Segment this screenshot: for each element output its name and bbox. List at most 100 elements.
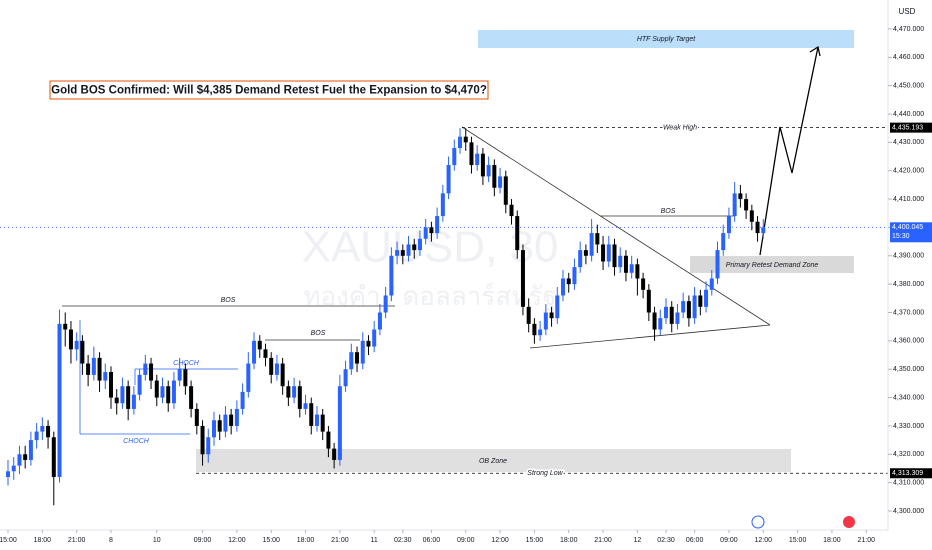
- x-tick-label: 21:00: [68, 537, 86, 544]
- x-tick-label: 8: [109, 537, 113, 544]
- candle-body: [652, 312, 657, 330]
- candle-body: [194, 408, 199, 426]
- x-tick-label: 02:30: [657, 537, 675, 544]
- candle-body: [606, 244, 611, 262]
- candle-body: [498, 176, 503, 188]
- candle-body: [761, 227, 766, 234]
- candle-body: [240, 391, 245, 409]
- candle-body: [309, 403, 314, 426]
- ob-zone: [196, 449, 791, 472]
- candle-body: [206, 437, 211, 455]
- drawing-line: [529, 324, 771, 349]
- candle-body: [583, 250, 588, 256]
- candle-body: [715, 250, 720, 279]
- candle-body: [63, 323, 68, 330]
- candle-body: [435, 216, 440, 234]
- candle-body: [28, 440, 33, 460]
- candle-body: [480, 153, 485, 177]
- candle-body: [332, 448, 337, 460]
- x-tick-label: 12: [633, 537, 641, 544]
- candle-body: [160, 386, 165, 398]
- x-tick-label: 15:00: [526, 537, 544, 544]
- price-tag-sub: 15:30: [892, 233, 910, 240]
- candle-body: [692, 295, 697, 319]
- candle-body: [166, 386, 171, 404]
- title-box: [49, 80, 489, 100]
- candle-body: [292, 386, 297, 398]
- candle-body: [589, 233, 594, 256]
- y-tick-label: 4,350.000: [893, 366, 924, 373]
- candle-body: [183, 369, 188, 387]
- candle-body: [51, 437, 56, 477]
- candle-body: [103, 372, 108, 381]
- x-tick-label: 09:00: [457, 537, 475, 544]
- candle-body: [543, 312, 548, 330]
- candle-body: [738, 193, 743, 200]
- candle-body: [503, 176, 508, 205]
- projection-arrow: [809, 45, 821, 57]
- watermark: XAUUSD, 30 ทองคำ / ดอลลาร์สหรัฐ: [302, 223, 559, 312]
- candle-body: [646, 289, 651, 313]
- x-tick-label: 02:30: [394, 537, 412, 544]
- annotation: CHOCH: [123, 438, 150, 445]
- candle-body: [229, 414, 234, 426]
- x-tick-label: 21:00: [594, 537, 612, 544]
- candle-body: [286, 386, 291, 398]
- candle-body: [171, 380, 176, 404]
- candle-body: [337, 386, 342, 460]
- candle-body: [618, 255, 623, 268]
- annotation: CHOCH: [173, 360, 200, 367]
- candle-body: [46, 425, 51, 438]
- candle-body: [297, 386, 302, 409]
- candle-body: [440, 193, 445, 217]
- y-tick-label: 4,420.000: [893, 168, 924, 175]
- candle-body: [269, 357, 274, 375]
- annotation: OB Zone: [479, 458, 507, 465]
- price-tag: [890, 468, 932, 479]
- candle-body: [566, 278, 571, 285]
- candle-body: [635, 264, 640, 279]
- x-tick-label: 15:00: [262, 537, 280, 544]
- y-tick-label: 4,390.000: [893, 253, 924, 260]
- event-icon[interactable]: [751, 515, 765, 529]
- annotation: Weak High: [663, 124, 697, 131]
- price-tag-label: 4,400.045: [892, 224, 923, 231]
- x-tick-label: 12:00: [755, 537, 773, 544]
- candle-body: [360, 340, 365, 364]
- candle-body: [314, 414, 319, 426]
- candle-body: [343, 369, 348, 387]
- y-tick-label: 4,450.000: [893, 82, 924, 89]
- candle-body: [74, 340, 79, 350]
- x-tick-label: 06:00: [686, 537, 704, 544]
- y-tick-label: 4,430.000: [893, 139, 924, 146]
- candle-body: [709, 278, 714, 290]
- candle-body: [526, 306, 531, 324]
- candle-body: [664, 306, 668, 319]
- candle-body: [515, 216, 520, 251]
- candle-body: [23, 454, 28, 460]
- candle-body: [280, 363, 285, 387]
- candle-body: [492, 165, 497, 188]
- candle-body: [234, 408, 239, 426]
- candle-body: [274, 363, 279, 375]
- event-icon[interactable]: [843, 516, 855, 528]
- price-tag: [890, 222, 932, 243]
- candle-body: [578, 250, 583, 268]
- candle-body: [658, 318, 663, 330]
- candle-body: [406, 244, 411, 256]
- supply-zone: [478, 30, 854, 48]
- x-tick-label: 18:00: [560, 537, 578, 544]
- candle-body: [40, 425, 45, 432]
- candle-body: [86, 363, 91, 375]
- annotation: HTF Supply Target: [637, 36, 696, 43]
- candle-body: [68, 329, 73, 350]
- candle-body: [177, 369, 182, 381]
- candle-body: [412, 244, 417, 251]
- y-tick-label: 4,360.000: [893, 338, 924, 345]
- demand-zone: [690, 256, 854, 273]
- y-tick-label: 4,470.000: [893, 26, 924, 33]
- candle-body: [246, 363, 251, 392]
- x-tick-label: 10: [153, 537, 161, 544]
- candle-body: [17, 454, 22, 466]
